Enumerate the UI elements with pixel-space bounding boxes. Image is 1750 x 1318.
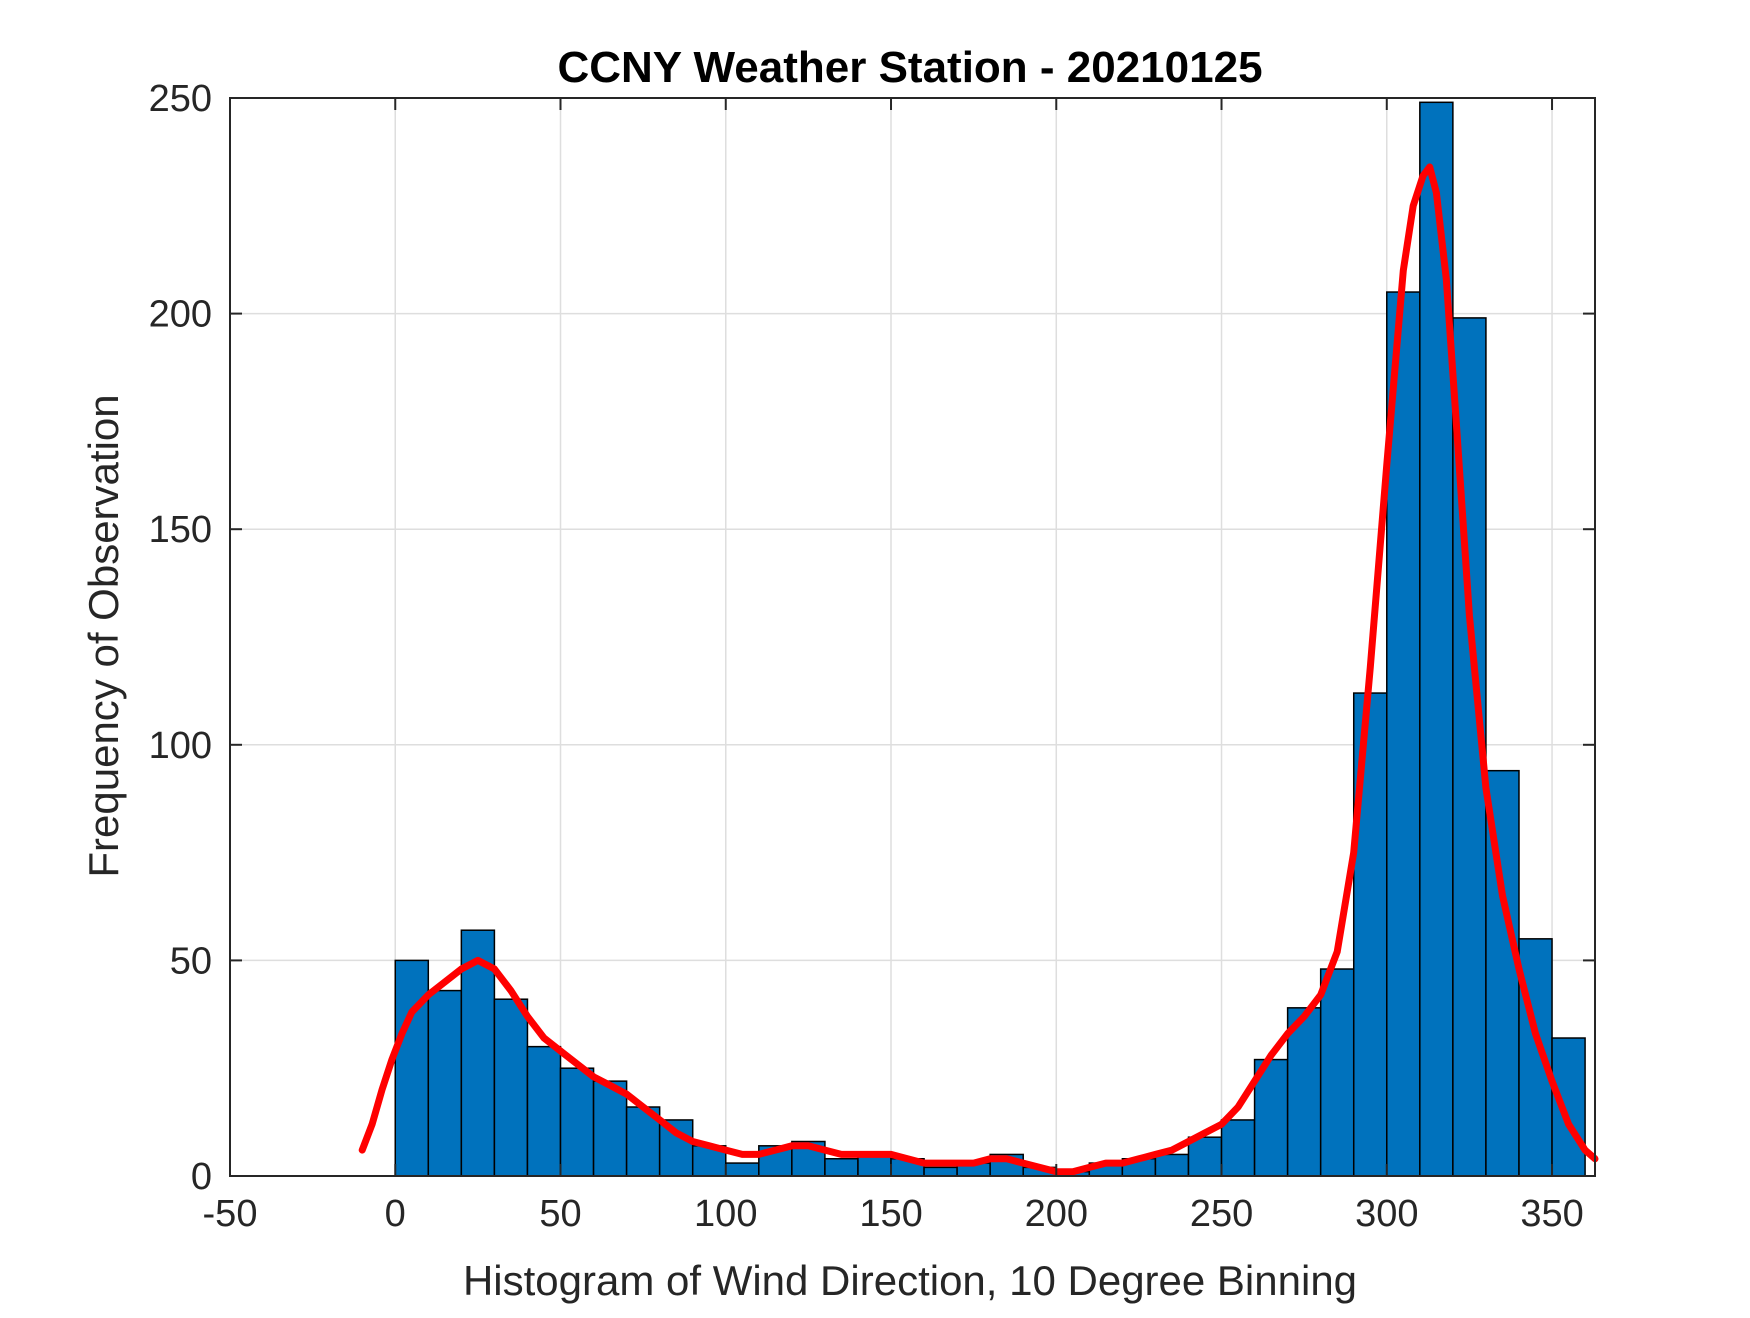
- y-tick-label: 100: [149, 725, 212, 767]
- histogram-bar: [460, 929, 496, 1177]
- chart-title: CCNY Weather Station - 20210125: [557, 43, 1262, 92]
- y-tick-label: 0: [191, 1156, 212, 1198]
- y-tick-label: 250: [149, 78, 212, 120]
- histogram-bar: [658, 1119, 694, 1177]
- y-tick-label: 200: [149, 294, 212, 336]
- x-tick-label: 150: [859, 1193, 922, 1235]
- x-axis-label: Histogram of Wind Direction, 10 Degree B…: [463, 1257, 1357, 1304]
- histogram-bar: [493, 998, 529, 1177]
- histogram-bar: [394, 959, 430, 1177]
- fit-curve-line: [358, 163, 1599, 1176]
- x-tick-label: -50: [203, 1193, 258, 1235]
- x-tick-label: 350: [1520, 1193, 1583, 1235]
- y-tick-labels: 0 50 100 150 200 250: [149, 78, 212, 1198]
- histogram-bar: [526, 1045, 562, 1177]
- x-tick-labels: -50 0 50 100 150 200 250 300 350: [203, 1193, 1584, 1235]
- x-tick-label: 300: [1355, 1193, 1418, 1235]
- grid-lines: [229, 97, 1595, 1177]
- histogram-bar: [1286, 1007, 1322, 1177]
- axis-ticks: [229, 97, 1595, 1177]
- histogram-bar: [824, 1158, 859, 1177]
- x-tick-label: 200: [1025, 1193, 1088, 1235]
- histogram-bar: [1319, 968, 1355, 1177]
- histogram-bar: [559, 1067, 595, 1177]
- fit-curve-layer: [358, 163, 1599, 1176]
- histogram-bar: [427, 989, 463, 1177]
- histogram-bar: [1220, 1119, 1256, 1177]
- histogram-bar: [923, 1166, 958, 1177]
- histogram-bar: [725, 1162, 760, 1177]
- histogram-bar: [1154, 1153, 1190, 1177]
- x-tick-label: 0: [385, 1193, 406, 1235]
- histogram-bar: [1187, 1136, 1223, 1177]
- x-tick-label: 250: [1190, 1193, 1253, 1235]
- y-tick-label: 50: [170, 940, 212, 982]
- x-tick-label: 100: [694, 1193, 757, 1235]
- histogram-bar: [1551, 1037, 1586, 1177]
- y-tick-label: 150: [149, 509, 212, 551]
- axes-frame: [229, 97, 1596, 1177]
- x-tick-label: 50: [539, 1193, 581, 1235]
- y-axis-label: Frequency of Observation: [80, 394, 127, 877]
